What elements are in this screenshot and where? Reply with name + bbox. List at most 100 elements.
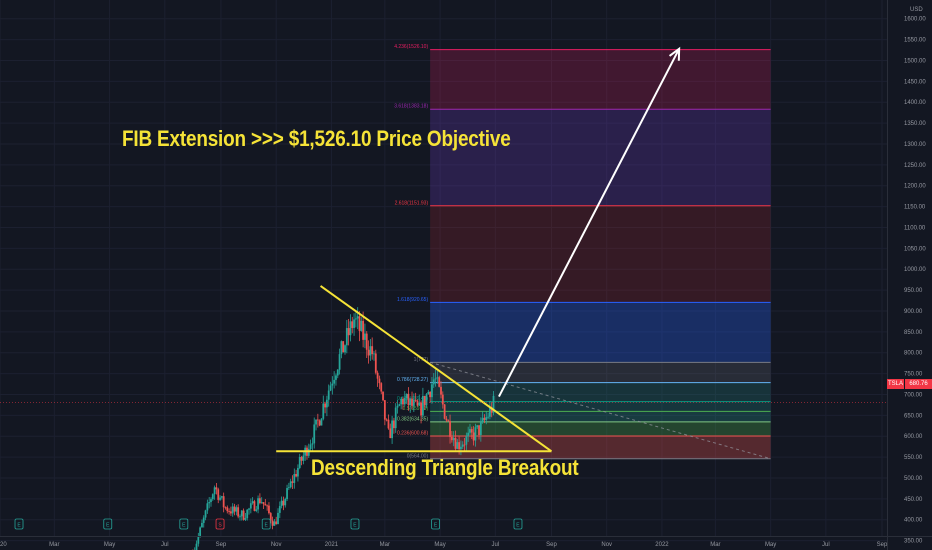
candle-body xyxy=(326,399,328,408)
candle-body xyxy=(478,425,480,436)
time-axis[interactable]: 2020 Mar May Jul Sep Nov 2021 Mar May Jul Sep Nov 20… xyxy=(0,536,932,549)
x-tick-label: Sep xyxy=(216,542,227,548)
candle-body xyxy=(293,474,296,483)
y-tick-label: 1450.00 xyxy=(904,79,926,85)
candle-body xyxy=(365,333,368,350)
symbol-tag: TSLA xyxy=(887,379,904,389)
y-tick-label: 1400.00 xyxy=(904,100,926,106)
candle-body xyxy=(420,402,422,416)
candle-body xyxy=(354,318,357,320)
x-tick-label: Jul xyxy=(161,542,169,548)
fib-zone xyxy=(430,205,771,303)
candle-body xyxy=(307,448,310,456)
candle-body xyxy=(287,487,290,489)
candle-body xyxy=(374,353,377,373)
candle-body xyxy=(373,353,375,355)
candle-body xyxy=(438,377,441,387)
candle-body xyxy=(427,391,430,395)
candle-body xyxy=(403,398,406,405)
candlestick-series xyxy=(192,307,495,550)
candle-body xyxy=(440,386,442,395)
y-tick-label: 1250.00 xyxy=(904,163,926,169)
candle-body xyxy=(258,498,261,504)
earnings-marker-label: E xyxy=(106,523,110,529)
candle-body xyxy=(315,419,317,425)
candle-body xyxy=(414,400,417,401)
projection-arrow-head xyxy=(668,46,681,61)
x-tick-label: Jul xyxy=(491,542,499,548)
candle-body xyxy=(351,321,354,328)
candle-body xyxy=(219,497,221,500)
last-price-tag: TSLA 680.76 xyxy=(887,379,932,389)
fib-zone xyxy=(430,302,771,363)
candle-body xyxy=(284,499,287,506)
candle-body xyxy=(349,321,352,336)
y-tick-label: 450.00 xyxy=(904,497,923,503)
earnings-marker-label: E xyxy=(182,523,186,529)
candle-body xyxy=(329,385,332,391)
x-tick-label: Mar xyxy=(49,542,59,548)
candle-body xyxy=(206,503,209,511)
candle-body xyxy=(436,377,439,379)
x-tick-label: Mar xyxy=(710,542,720,548)
fib-level-label: 0.786(728.27) xyxy=(397,377,428,383)
earnings-marker xyxy=(179,518,189,530)
candle-body xyxy=(445,418,448,421)
fib-level-label: 0.382(634.35) xyxy=(397,416,428,422)
candle-body xyxy=(266,505,269,507)
y-tick-label: 1350.00 xyxy=(904,121,926,127)
candle-body xyxy=(371,346,374,355)
candle-body xyxy=(211,494,214,500)
candle-body xyxy=(324,403,326,408)
candle-body xyxy=(456,442,459,449)
fib-zone xyxy=(430,411,771,422)
earnings-marker xyxy=(261,518,271,530)
candle-body xyxy=(389,428,392,439)
x-tick-label: May xyxy=(765,542,776,548)
x-tick-label: 2020 xyxy=(0,542,7,548)
y-tick-label: 1600.00 xyxy=(904,17,926,23)
candle-body xyxy=(298,456,301,468)
candle-body xyxy=(421,395,424,416)
candle-body xyxy=(213,487,216,495)
earnings-marker xyxy=(14,518,24,530)
x-tick-label: Nov xyxy=(271,542,282,548)
candle-body xyxy=(333,379,336,384)
candle-body xyxy=(418,402,421,406)
candle-body xyxy=(393,420,395,429)
candle-body xyxy=(291,481,294,483)
x-tick-label: Sep xyxy=(877,542,888,548)
trend-drawings xyxy=(0,46,887,460)
candle-body xyxy=(441,394,444,405)
candle-body xyxy=(251,501,254,504)
candle-body xyxy=(295,474,298,477)
candle-body xyxy=(412,400,415,406)
candle-body xyxy=(356,316,359,319)
candle-body xyxy=(400,398,403,405)
fib-level-label: 0.236(600.68) xyxy=(397,430,428,436)
candle-body xyxy=(336,369,339,376)
candle-body xyxy=(260,502,263,504)
candle-body xyxy=(474,427,477,441)
candle-body xyxy=(358,316,361,331)
candle-body xyxy=(469,429,471,433)
candle-body xyxy=(479,422,482,436)
candle-body xyxy=(380,383,383,392)
fib-level-label: 0(564.00) xyxy=(407,453,429,459)
y-tick-label: 850.00 xyxy=(904,330,923,336)
candle-body xyxy=(369,346,372,356)
earnings-marker-label: E xyxy=(353,523,357,529)
candle-body xyxy=(271,520,274,526)
earnings-marker xyxy=(103,518,113,530)
split-marker-label: S xyxy=(218,523,222,529)
candle-body xyxy=(463,444,466,446)
candle-body xyxy=(322,403,325,419)
candle-body xyxy=(327,390,330,400)
candle-body xyxy=(210,499,212,503)
x-tick-label: 2022 xyxy=(655,542,669,548)
candle-body xyxy=(331,383,334,386)
price-axis[interactable]: 350.00 400.00 450.00 500.00 550.00 600.00 650.… xyxy=(887,0,927,550)
y-tick-label: 1000.00 xyxy=(904,267,926,273)
fib-level-label: 1.618(920.65) xyxy=(397,297,428,303)
